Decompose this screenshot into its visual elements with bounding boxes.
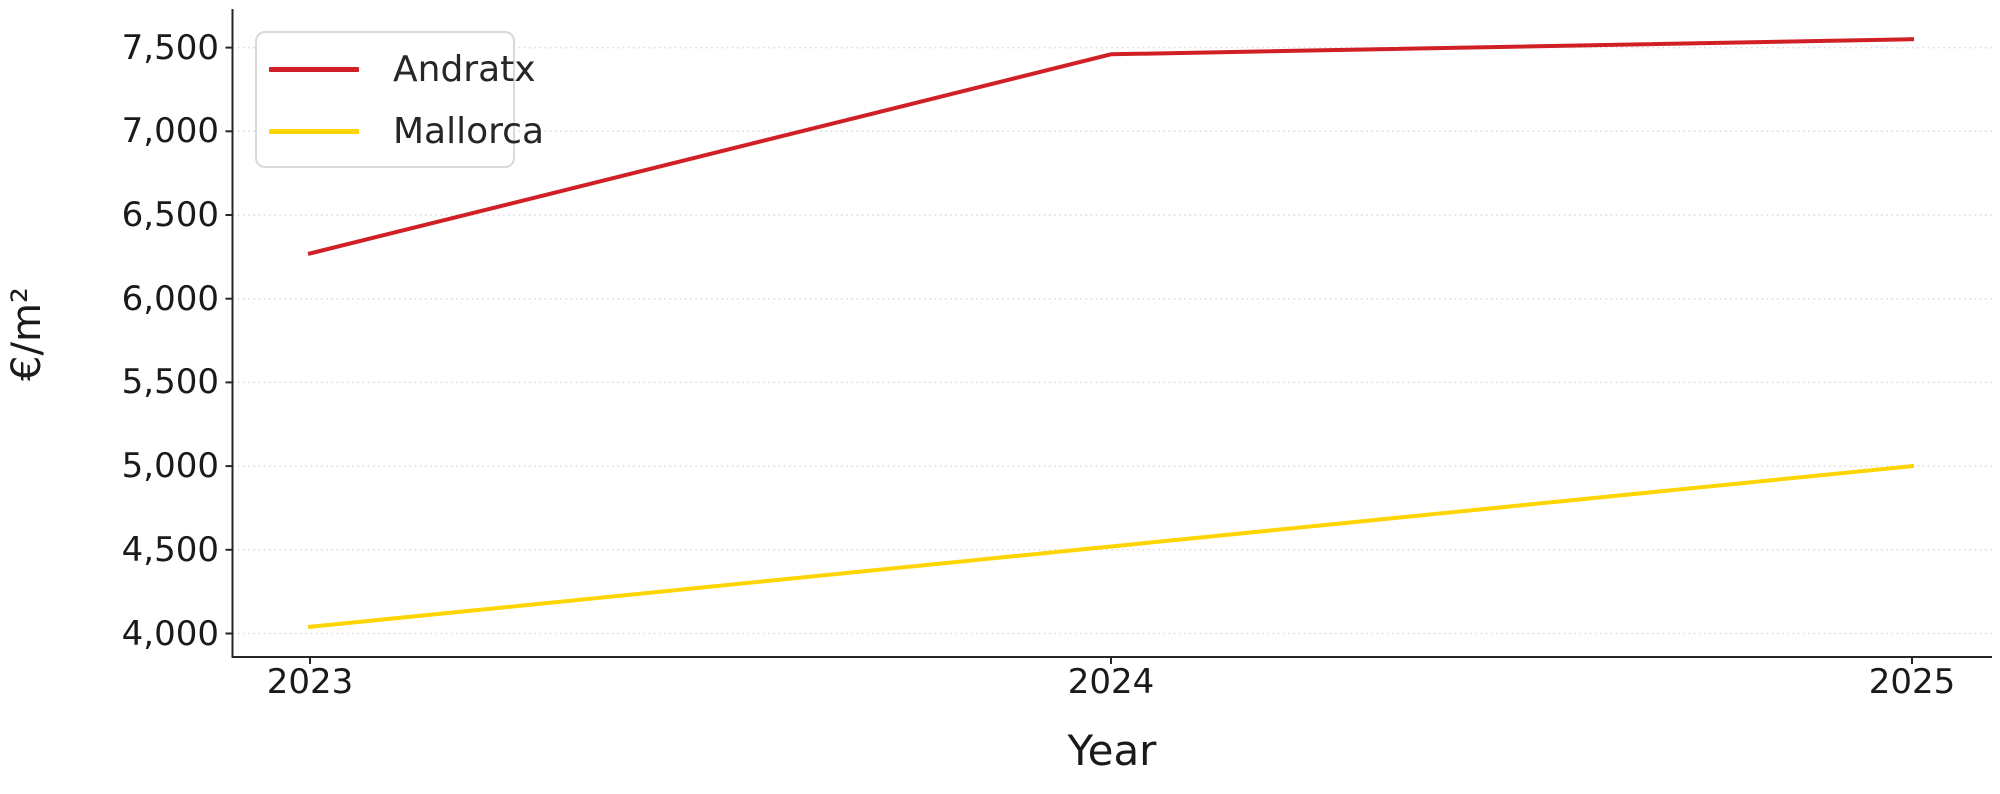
y-tick-label: 4,500: [121, 529, 219, 570]
legend-line-swatch: [269, 128, 359, 134]
x-tick-label: 2024: [1067, 662, 1155, 702]
legend-label: Mallorca: [393, 110, 545, 152]
x-tick-label: 2025: [1868, 662, 1956, 702]
y-tick-label: 7,500: [121, 27, 219, 68]
y-axis-title: €/m²: [4, 287, 50, 381]
y-tick-label: 7,000: [121, 111, 219, 152]
y-tick-label: 5,000: [121, 446, 219, 487]
y-tick-label: 4,000: [121, 613, 219, 654]
series-line-andratx: [307, 37, 1915, 256]
series-line-mallorca: [307, 463, 1915, 629]
legend-entry: Andratx: [269, 38, 536, 100]
y-tick-label: 5,500: [121, 362, 219, 403]
legend-label: Andratx: [393, 48, 536, 90]
x-axis-title: Year: [1067, 726, 1157, 775]
legend-entry: Mallorca: [269, 100, 544, 162]
y-tick-label: 6,500: [121, 195, 219, 235]
x-tick-label: 2023: [266, 662, 354, 702]
legend: Andratx Mallorca: [255, 31, 544, 168]
y-tick-label: 6,000: [121, 278, 219, 319]
legend-line-swatch: [269, 66, 359, 72]
